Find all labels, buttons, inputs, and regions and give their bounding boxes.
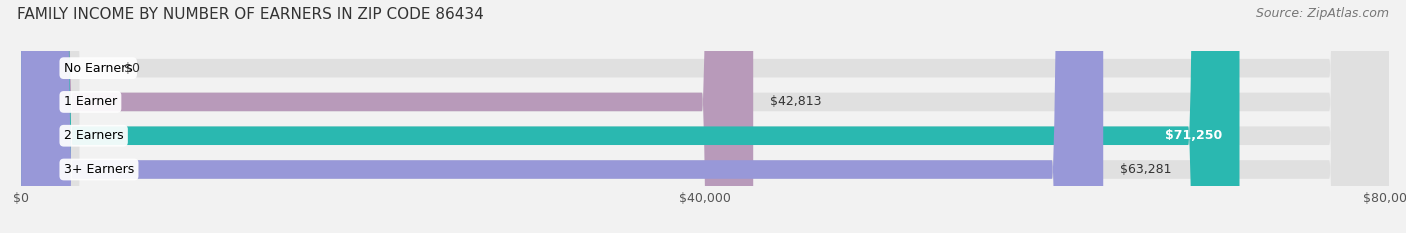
Text: $71,250: $71,250 (1166, 129, 1222, 142)
FancyBboxPatch shape (21, 0, 1240, 233)
FancyBboxPatch shape (21, 0, 1389, 233)
Text: $42,813: $42,813 (770, 96, 823, 108)
FancyBboxPatch shape (21, 0, 1389, 233)
FancyBboxPatch shape (21, 0, 754, 233)
Text: Source: ZipAtlas.com: Source: ZipAtlas.com (1256, 7, 1389, 20)
Text: 3+ Earners: 3+ Earners (63, 163, 134, 176)
FancyBboxPatch shape (21, 0, 1389, 233)
Text: No Earners: No Earners (63, 62, 132, 75)
Text: 2 Earners: 2 Earners (63, 129, 124, 142)
Text: $63,281: $63,281 (1121, 163, 1171, 176)
FancyBboxPatch shape (21, 0, 1389, 233)
Text: $0: $0 (124, 62, 139, 75)
FancyBboxPatch shape (21, 0, 1104, 233)
Text: FAMILY INCOME BY NUMBER OF EARNERS IN ZIP CODE 86434: FAMILY INCOME BY NUMBER OF EARNERS IN ZI… (17, 7, 484, 22)
Text: 1 Earner: 1 Earner (63, 96, 117, 108)
